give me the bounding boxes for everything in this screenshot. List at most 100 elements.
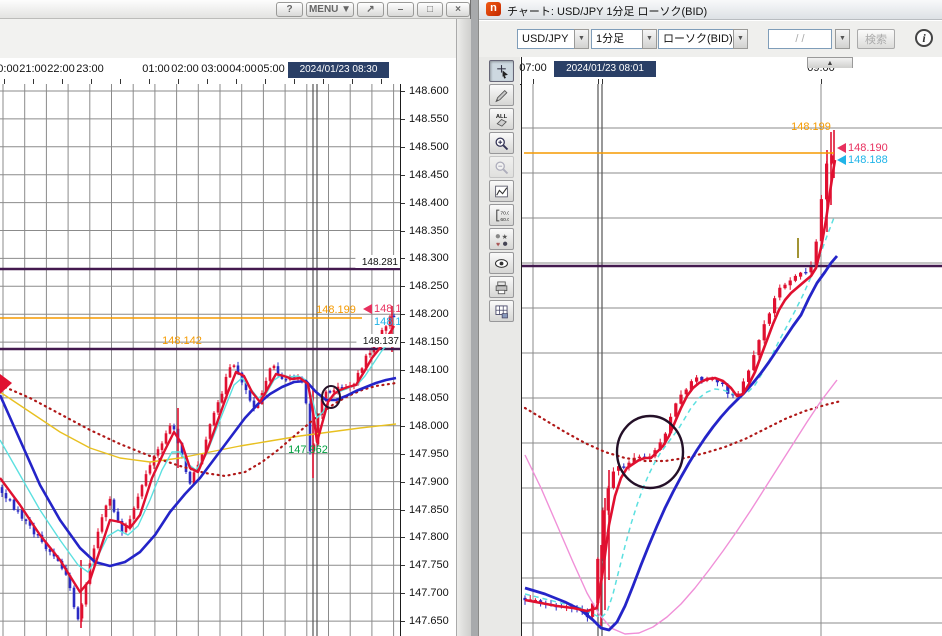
time-axis-label: 07:00	[519, 62, 547, 74]
time-axis-label: 21:00	[19, 63, 47, 75]
price-axis-tick	[401, 118, 405, 120]
visibility-tool[interactable]	[489, 252, 514, 274]
price-axis-label: 148.400	[409, 196, 449, 209]
app-logo-icon: n	[486, 2, 501, 16]
zoom-out-icon	[495, 161, 509, 174]
marks-tool[interactable]: ★ ♥	[489, 228, 514, 250]
price-axis-label: 148.500	[409, 140, 449, 153]
eraser-all-icon: ALL	[496, 113, 508, 127]
chart-settings-toolbar: USD/JPY ▼ 1分足 ▼ ローソク(BID) ▼ / / ▼ 検索 i	[479, 20, 942, 59]
popout-button[interactable]: ↗	[357, 2, 384, 17]
time-axis-tick	[236, 79, 237, 84]
zoom-in-icon	[495, 137, 509, 150]
line-chart-icon	[495, 185, 508, 197]
price-axis-label: 148.150	[409, 336, 449, 349]
right-chart-time-axis: 07:00 09:00 2024/01/23 08:01	[519, 57, 942, 85]
time-axis-tick	[33, 79, 34, 84]
left-candlestick-chart[interactable]: 148.281 148.199 148.142 148.137 147.962 148.1…	[0, 84, 400, 636]
time-axis-tick	[62, 79, 63, 84]
select-tool[interactable]	[489, 60, 514, 82]
price-axis-label: 147.900	[409, 475, 449, 488]
zoom-in-tool[interactable]	[489, 132, 514, 154]
chart-window-main: n チャート: USD/JPY 1分足 ローソク(BID) USD/JPY ▼ …	[478, 0, 942, 636]
svg-text:60.0: 60.0	[500, 216, 509, 222]
price-axis-tick	[401, 481, 405, 483]
time-axis-highlighted-date: 2024/01/23 08:30	[288, 62, 389, 78]
price-axis-label: 148.450	[409, 168, 449, 181]
main-window-titlebar[interactable]: n チャート: USD/JPY 1分足 ローソク(BID)	[479, 0, 942, 20]
draw-tool[interactable]	[489, 84, 514, 106]
svg-text:148.281: 148.281	[362, 257, 399, 268]
price-axis-label: 148.100	[409, 364, 449, 376]
time-axis-tick	[149, 79, 150, 84]
svg-text:148.142: 148.142	[162, 335, 202, 347]
left-window-scroll-gutter[interactable]	[456, 19, 471, 636]
time-axis-tick	[323, 79, 324, 84]
date-input[interactable]: / /	[768, 29, 832, 49]
collapse-axis-button[interactable]: ▲	[807, 57, 853, 68]
time-axis-tick	[821, 79, 822, 84]
help-button[interactable]: ?	[276, 2, 303, 17]
svg-text:ALL: ALL	[496, 113, 508, 119]
info-icon[interactable]: i	[915, 29, 933, 47]
zoom-out-tool	[489, 156, 514, 178]
drawing-tool-column: ALL 70.060.0 ★♥	[479, 57, 521, 636]
maximize-button[interactable]: □	[417, 2, 443, 17]
minimize-button[interactable]: –	[387, 2, 414, 17]
pencil-icon	[495, 89, 508, 102]
price-axis-label: 148.600	[409, 85, 449, 97]
erase-all-tool[interactable]: ALL	[489, 108, 514, 130]
time-axis-label: 22:00	[47, 63, 75, 75]
search-button[interactable]: 検索	[857, 29, 895, 49]
data-table-tool[interactable]	[489, 300, 514, 322]
price-axis-tick	[401, 565, 405, 567]
left-chart-price-axis: 148.600 148.550 148.500 148.450 148.400 148.3…	[400, 84, 456, 636]
price-axis-label: 147.800	[409, 531, 449, 544]
chevron-down-icon[interactable]: ▼	[835, 29, 850, 49]
chart-frame-line	[521, 57, 522, 636]
grid-export-icon	[495, 304, 508, 318]
svg-text:♥: ♥	[496, 241, 500, 247]
time-axis-label: 05:00	[257, 63, 285, 75]
svg-text:148.137: 148.137	[363, 336, 400, 347]
chevron-down-icon[interactable]: ▼	[733, 29, 748, 49]
time-axis-tick	[602, 79, 603, 84]
price-axis-label: 148.200	[409, 308, 449, 321]
left-chart-time-axis: 0:00 21:00 22:00 23:00 01:00 02:00 03:00 04:00 0…	[0, 58, 456, 85]
price-axis-tick	[401, 258, 405, 260]
price-axis-tick	[401, 230, 405, 232]
chart-style-tool[interactable]	[489, 180, 514, 202]
time-axis-tick	[178, 79, 179, 84]
price-axis-tick	[401, 146, 405, 148]
price-axis-tick	[401, 593, 405, 595]
svg-text:70.0: 70.0	[500, 210, 509, 216]
time-axis-tick	[533, 79, 534, 84]
price-axis-tick	[401, 453, 405, 455]
price-axis-tick	[401, 397, 405, 399]
time-axis-label: 01:00	[142, 63, 170, 75]
price-axis-tick	[401, 342, 405, 344]
left-window-titlebar[interactable]: ? MENU ▼ ↗ – □ ×	[0, 0, 470, 19]
print-tool[interactable]	[489, 276, 514, 298]
svg-text:148.199: 148.199	[791, 121, 831, 133]
scale-tool[interactable]: 70.060.0	[489, 204, 514, 226]
price-axis-label: 147.650	[409, 615, 449, 628]
close-button[interactable]: ×	[446, 2, 470, 17]
price-axis-label: 148.250	[409, 280, 449, 293]
time-axis-label: 04:00	[229, 63, 257, 75]
svg-text:148.1: 148.1	[374, 316, 400, 328]
price-axis-tick	[401, 537, 405, 539]
timeframe-value: 1分足	[591, 29, 643, 49]
chevron-down-icon[interactable]: ▼	[642, 29, 657, 49]
chevron-down-icon[interactable]: ▼	[574, 29, 589, 49]
time-axis-tick	[265, 79, 266, 84]
svg-text:★: ★	[502, 232, 508, 240]
price-axis-label: 148.550	[409, 112, 449, 125]
svg-text:148.1: 148.1	[374, 303, 400, 315]
price-axis-tick	[401, 509, 405, 511]
price-axis-label: 147.750	[409, 559, 449, 572]
time-axis-tick	[4, 79, 5, 84]
price-axis-tick	[401, 286, 405, 288]
menu-button[interactable]: MENU ▼	[306, 2, 354, 17]
